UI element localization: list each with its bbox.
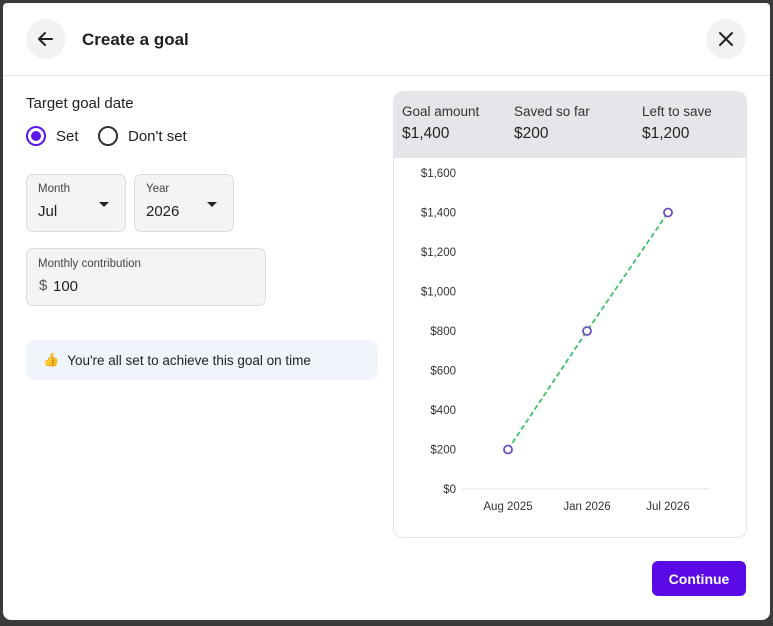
stat-value: $1,200 (642, 125, 690, 142)
caret-down-icon (99, 202, 109, 207)
stat-saved-so-far: Saved so far $200 (514, 104, 590, 143)
goal-stats: Goal amount $1,400 Saved so far $200 Lef… (394, 92, 746, 158)
year-select[interactable]: Year 2026 (134, 174, 234, 232)
y-tick-label: $200 (430, 445, 456, 457)
status-text: You're all set to achieve this goal on t… (67, 352, 311, 368)
dialog-header: Create a goal (3, 3, 770, 76)
month-value: Jul (38, 203, 58, 220)
data-point (582, 326, 592, 336)
radio-set-button[interactable] (26, 126, 46, 146)
stat-label: Goal amount (402, 104, 480, 119)
y-tick-label: $800 (430, 326, 456, 338)
radio-set-label: Set (56, 127, 79, 145)
y-tick-label: $1,400 (421, 208, 456, 220)
monthly-contribution-field[interactable]: Monthly contribution $ (26, 248, 266, 306)
stat-label: Saved so far (514, 104, 590, 119)
y-tick-label: $400 (430, 405, 456, 417)
month-label: Month (38, 183, 70, 195)
stat-value: $200 (514, 125, 549, 142)
create-goal-dialog: Create a goal Target goal date Set Don't… (3, 3, 770, 620)
y-tick-label: $1,600 (421, 168, 456, 180)
data-point (503, 444, 513, 455)
year-value: 2026 (146, 203, 180, 220)
stat-goal-amount: Goal amount $1,400 (402, 104, 479, 143)
data-point (663, 207, 673, 218)
page-title: Create a goal (82, 30, 189, 49)
radio-dont-set[interactable]: Don't set (98, 126, 187, 146)
radio-dont-set-label: Don't set (128, 127, 187, 145)
close-button[interactable] (706, 19, 746, 59)
x-tick-label: Jul 2026 (646, 501, 689, 513)
contribution-input[interactable] (53, 275, 253, 297)
stat-left-to-save: Left to save $1,200 (642, 104, 712, 143)
x-tick-label: Aug 2025 (483, 501, 532, 513)
target-date-label: Target goal date (26, 95, 134, 112)
thumbs-up-icon: 👍 (43, 352, 60, 367)
year-label: Year (146, 183, 170, 195)
savings-line-chart: $0 $200 $400 $600 $800 $1,000 $1,200 $1,400 $1,6… (421, 168, 709, 513)
currency-symbol: $ (39, 277, 48, 294)
caret-down-icon (207, 202, 217, 207)
continue-button[interactable]: Continue (652, 561, 746, 596)
contribution-label: Monthly contribution (38, 258, 141, 270)
status-message: 👍 You're all set to achieve this goal on… (26, 340, 378, 380)
x-tick-label: Jan 2026 (563, 501, 610, 513)
y-tick-label: $1,000 (421, 287, 456, 299)
stat-label: Left to save (642, 104, 712, 119)
back-button[interactable] (26, 19, 66, 59)
y-tick-label: $1,200 (421, 247, 456, 259)
arrow-left-icon (38, 32, 53, 46)
close-icon (719, 32, 733, 46)
goal-chart-card: Goal amount $1,400 Saved so far $200 Lef… (393, 91, 747, 538)
y-tick-label: $600 (430, 366, 456, 378)
stat-value: $1,400 (402, 125, 450, 142)
month-select[interactable]: Month Jul (26, 174, 126, 232)
radio-dont-set-button[interactable] (98, 126, 118, 146)
y-tick-label: $0 (443, 484, 456, 496)
radio-set[interactable]: Set (26, 126, 79, 146)
